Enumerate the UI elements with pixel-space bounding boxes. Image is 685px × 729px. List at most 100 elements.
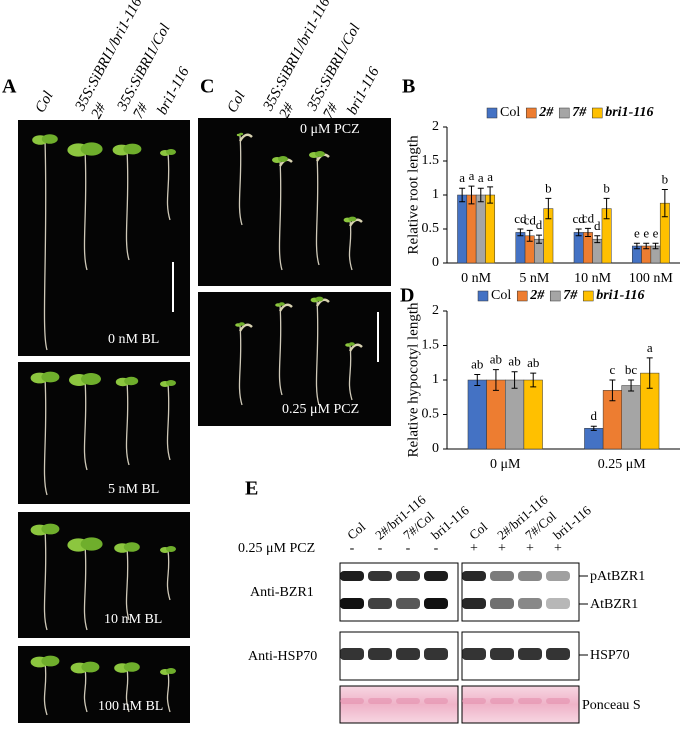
- band: [368, 698, 392, 704]
- x-tick-label: 5 nM: [519, 271, 550, 286]
- seedling: [112, 143, 142, 261]
- error-bar: [459, 187, 466, 203]
- seedlings: [30, 132, 363, 716]
- significance-letter: e: [634, 225, 640, 240]
- bar: [523, 379, 543, 450]
- legend-swatch: [549, 290, 561, 302]
- root: [125, 149, 130, 261]
- error-bar: [590, 425, 597, 431]
- treatment-sign: +: [526, 541, 534, 556]
- band: [462, 571, 486, 581]
- legend-label: bri1-116: [596, 288, 644, 303]
- band: [546, 598, 570, 609]
- significance-letter: b: [662, 172, 669, 187]
- band: [396, 698, 420, 704]
- root: [166, 152, 171, 221]
- column-header: bri1-116: [344, 64, 382, 117]
- significance-letter: cd: [514, 211, 527, 226]
- treatment-sign: -: [406, 541, 411, 556]
- legend-swatch: [591, 107, 603, 119]
- column-header: 2#: [88, 100, 109, 121]
- root: [278, 159, 283, 271]
- error-bar: [652, 242, 659, 250]
- bar: [583, 232, 593, 264]
- cotyledon: [238, 322, 245, 326]
- cotyledon: [123, 542, 140, 552]
- root: [43, 377, 48, 496]
- seedling: [309, 151, 330, 266]
- bar: [515, 232, 526, 264]
- bar: [573, 232, 584, 264]
- seedling: [236, 132, 253, 226]
- column-header: Col: [32, 89, 56, 116]
- root: [315, 299, 320, 406]
- seedling: [67, 142, 103, 271]
- cotyledon: [278, 156, 288, 162]
- treatment-label: 0.25 μM PCZ: [282, 402, 359, 417]
- treatment-sign: +: [554, 541, 562, 556]
- bar: [485, 194, 496, 264]
- seedling: [32, 134, 58, 351]
- photo: [198, 118, 391, 286]
- root: [315, 154, 320, 266]
- photo: [198, 292, 391, 426]
- error-bar: [628, 379, 635, 392]
- legend-swatch: [582, 290, 594, 302]
- treatment-label: 10 nM BL: [104, 612, 162, 627]
- legend-swatch: [525, 107, 537, 119]
- significance-letter: a: [647, 340, 653, 355]
- root: [43, 661, 48, 716]
- bar: [466, 194, 477, 264]
- y-tick-label: 0.5: [422, 221, 440, 236]
- seedling: [343, 216, 363, 271]
- bar: [621, 385, 641, 450]
- photo-panels: [18, 118, 391, 723]
- root: [125, 381, 130, 466]
- error-bar: [646, 357, 653, 389]
- bar: [475, 194, 486, 264]
- cotyledon: [41, 655, 60, 667]
- seedling: [160, 668, 176, 713]
- significance-letter: c: [610, 362, 616, 377]
- treatment-sign: -: [378, 541, 383, 556]
- seedling: [310, 296, 330, 406]
- y-tick-label: 2: [432, 303, 439, 318]
- root: [166, 671, 171, 713]
- band: [490, 648, 514, 660]
- y-tick-label: 1.5: [422, 338, 440, 353]
- cotyledon: [166, 149, 176, 155]
- treatment-label: 0 nM BL: [108, 332, 159, 347]
- error-bar: [643, 242, 650, 250]
- error-bar: [530, 372, 537, 388]
- y-tick-label: 0: [432, 255, 439, 270]
- seedling: [272, 156, 293, 271]
- cotyledon: [123, 662, 140, 672]
- treatment-label: 0 μM PCZ: [300, 122, 360, 137]
- cotyledon: [278, 302, 285, 306]
- seedling: [160, 546, 176, 601]
- significance-letter: d: [536, 217, 543, 232]
- error-bar: [487, 186, 494, 204]
- root: [83, 544, 88, 631]
- root: [278, 304, 283, 396]
- significance-letter: d: [594, 218, 601, 233]
- band: [368, 598, 392, 609]
- legend-label: Col: [500, 105, 520, 120]
- error-bar: [575, 228, 582, 237]
- band: [490, 598, 514, 609]
- cotyledon: [41, 134, 58, 144]
- column-header: 2#: [276, 100, 297, 121]
- cotyledon: [41, 523, 60, 535]
- treatment-row-label: 0.25 μM PCZ: [238, 541, 315, 556]
- band: [462, 648, 486, 660]
- cotyledon: [166, 546, 176, 552]
- y-tick-label: 1: [432, 187, 439, 202]
- significance-letter: b: [603, 180, 610, 195]
- band: [424, 598, 448, 609]
- western-blot: [339, 562, 588, 724]
- significance-letter: cd: [573, 211, 586, 226]
- band: [396, 648, 420, 660]
- x-tick-label: 0 nM: [461, 271, 492, 286]
- band: [396, 598, 420, 609]
- error-bar: [526, 229, 533, 242]
